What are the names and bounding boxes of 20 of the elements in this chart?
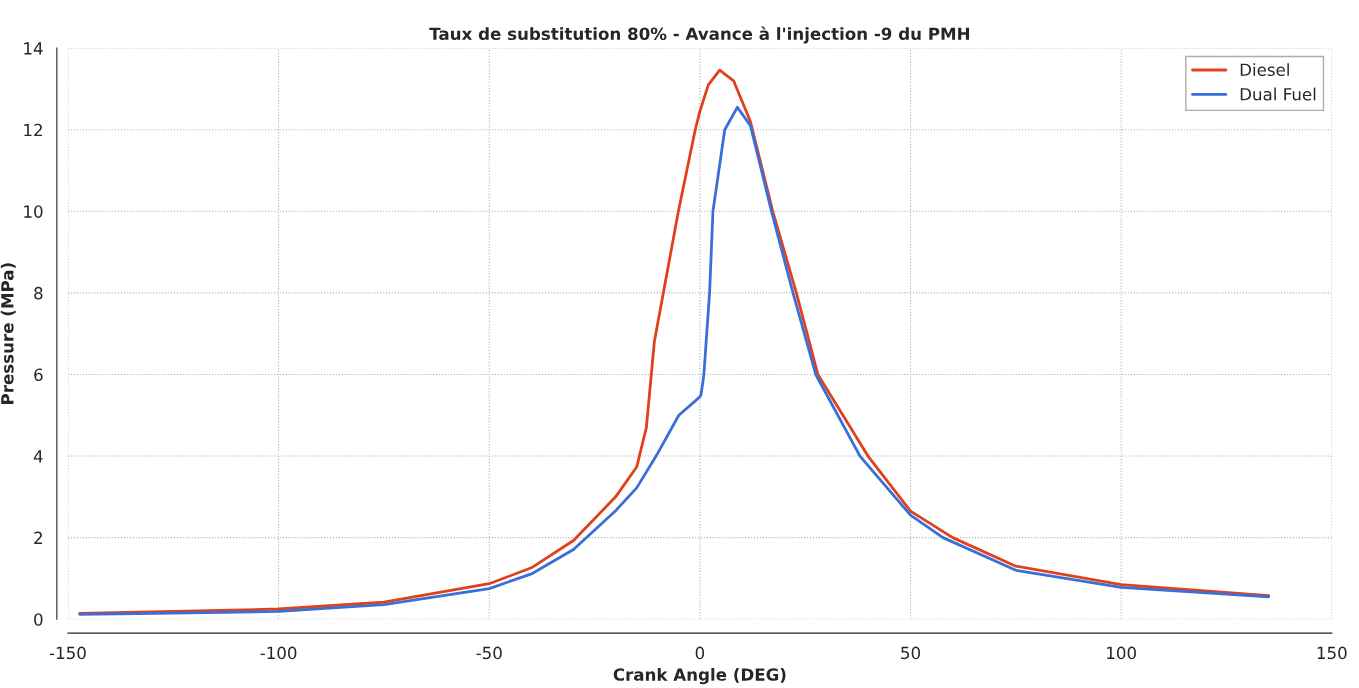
y-tick-label: 2 (34, 531, 42, 544)
x-axis-title: Crank Angle (DEG) (613, 667, 786, 685)
y-axis-title: Pressure (MPa) (0, 263, 16, 404)
x-tick-label: 0 (695, 646, 705, 660)
y-tick-label: 8 (34, 286, 43, 300)
x-tick-label: -100 (260, 646, 297, 660)
x-tick-label: -50 (476, 646, 502, 660)
y-tick-label: 4 (33, 450, 43, 463)
y-tick-label: 6 (34, 368, 43, 382)
y-tick-label: 0 (34, 613, 43, 626)
y-tick-label: 14 (24, 42, 43, 55)
y-tick-label: 12 (24, 123, 42, 137)
x-tick-label: 100 (1107, 646, 1136, 660)
legend-label: Diesel (1240, 63, 1289, 77)
x-tick-label: 50 (901, 646, 921, 660)
chart-title: Taux de substitution 80% - Avance à l'injection -9 du PMH (429, 26, 970, 44)
x-tick-label: 150 (1317, 646, 1347, 660)
legend-label: Dual Fuel (1240, 87, 1316, 101)
x-tick-label: -150 (49, 646, 86, 660)
y-tick-label: 10 (24, 205, 43, 218)
